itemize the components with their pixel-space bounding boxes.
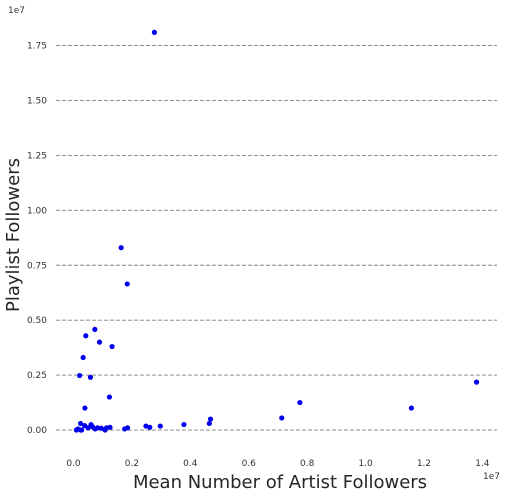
data-point bbox=[408, 405, 415, 411]
data-point bbox=[89, 424, 96, 430]
y-tick-labels: 0.00 0.25 0.50 0.75 1.00 1.25 1.50 1.75 bbox=[27, 42, 47, 436]
x-tick-label: 0.2 bbox=[125, 459, 139, 469]
data-point bbox=[92, 326, 98, 333]
x-multiplier-label: 1e7 bbox=[483, 472, 500, 482]
x-axis-label: Mean Number of Artist Followers bbox=[133, 472, 427, 493]
x-tick-label: 1.4 bbox=[475, 459, 490, 469]
y-tick-label: 0.50 bbox=[27, 316, 47, 326]
data-point bbox=[87, 374, 94, 380]
data-point bbox=[181, 421, 187, 428]
x-tick-labels: 0.0 0.2 0.4 0.6 0.8 1.0 1.2 1.4 bbox=[66, 459, 489, 469]
data-point bbox=[206, 420, 212, 427]
data-point bbox=[77, 420, 84, 427]
y-tick-label: 1.25 bbox=[27, 151, 47, 161]
data-points bbox=[73, 29, 480, 433]
x-tick-label: 1.0 bbox=[358, 459, 373, 469]
data-point bbox=[80, 354, 86, 361]
data-point bbox=[118, 245, 124, 251]
data-point bbox=[106, 394, 113, 400]
x-tick-label: 0.6 bbox=[242, 459, 257, 469]
data-point bbox=[207, 416, 214, 422]
y-tick-label: 1.75 bbox=[27, 42, 47, 52]
data-point bbox=[109, 343, 115, 350]
data-point bbox=[473, 379, 480, 385]
data-point bbox=[157, 423, 163, 429]
y-tick-label: 1.00 bbox=[27, 206, 47, 216]
x-tick-label: 0.8 bbox=[300, 459, 315, 469]
data-point bbox=[96, 339, 103, 345]
data-point bbox=[124, 425, 131, 431]
y-tick-label: 0.00 bbox=[27, 426, 47, 436]
y-tick-label: 0.75 bbox=[27, 261, 47, 271]
gridlines bbox=[56, 45, 497, 431]
data-point bbox=[107, 424, 113, 430]
data-point bbox=[94, 425, 101, 431]
data-point bbox=[79, 427, 85, 433]
x-tick-label: 0.4 bbox=[183, 459, 198, 469]
y-tick-label: 1.50 bbox=[27, 96, 47, 106]
y-tick-label: 0.25 bbox=[27, 371, 47, 381]
data-point bbox=[83, 333, 89, 339]
x-tick-label: 0.0 bbox=[66, 459, 81, 469]
data-point bbox=[297, 399, 303, 406]
data-point bbox=[82, 405, 88, 411]
data-point bbox=[279, 415, 285, 421]
data-point bbox=[143, 423, 149, 429]
data-point bbox=[124, 281, 130, 287]
y-multiplier-label: 1e7 bbox=[8, 6, 25, 16]
y-axis-label: Playlist Followers bbox=[3, 158, 24, 312]
x-tick-label: 1.2 bbox=[417, 459, 431, 469]
data-point bbox=[77, 372, 83, 379]
data-point bbox=[151, 29, 158, 35]
